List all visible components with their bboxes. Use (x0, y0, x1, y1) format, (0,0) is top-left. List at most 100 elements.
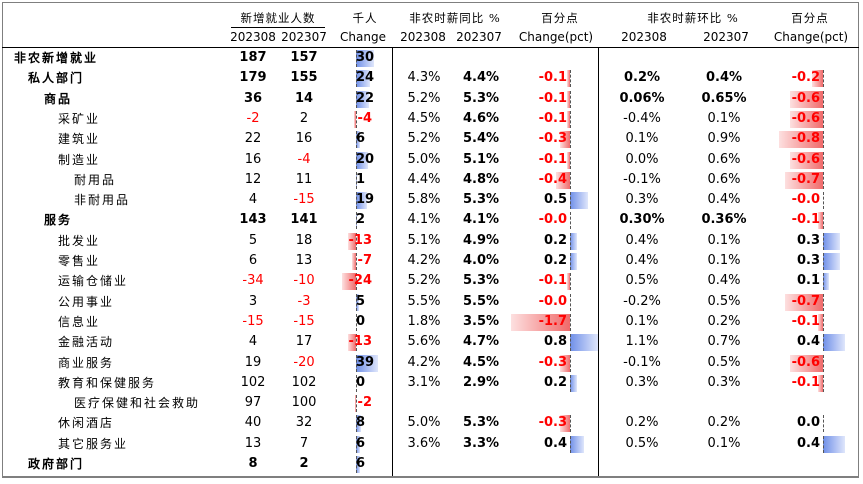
wage-mom-change-axis (823, 131, 824, 149)
wage-yoy-change-axis (570, 212, 571, 230)
jobs-change-bar (356, 70, 371, 88)
wage-yoy-change: -0.3 (538, 131, 567, 147)
jobs-202307: 157 (290, 50, 318, 65)
row-label: 非农新增就业 (14, 51, 99, 65)
wage-yoy-202307: 4.8% (462, 171, 500, 187)
jobs-202307: -4 (297, 151, 311, 167)
wage-yoy-change: -0.1 (538, 70, 567, 86)
jobs-change-bar (351, 253, 356, 270)
wage-mom-change-bar (779, 131, 823, 149)
jobs-202308: 13 (244, 435, 262, 451)
jobs-change: 20 (356, 151, 375, 167)
wage-yoy-202308: 5.2% (407, 273, 441, 289)
wage-mom-change: 0.1 (796, 273, 820, 289)
wage-mom-202307: 0.4% (707, 273, 741, 289)
wage-mom-202307: 0.1% (707, 253, 741, 268)
jobs-202307: 14 (294, 90, 314, 106)
wage-mom-202307: 0.7% (707, 334, 741, 350)
wage-yoy-202308: 4.1% (407, 212, 441, 228)
jobs-202308: -15 (242, 313, 264, 329)
row-label: 政府部门 (28, 457, 85, 471)
wage-mom-change-axis (823, 110, 824, 128)
jobs-change: -13 (348, 334, 373, 350)
wage-yoy-change: -1.7 (538, 313, 567, 329)
jobs-202308: 97 (244, 395, 262, 411)
jobs-change-bar (356, 192, 368, 210)
jobs-202308: 40 (244, 415, 262, 431)
wage-yoy-change: 0.2 (543, 232, 567, 248)
wage-mom-change: -0.1 (791, 212, 820, 228)
wage-mom-change: 0.4 (796, 334, 820, 350)
jobs-202307: -20 (293, 354, 315, 370)
jobs-change: 30 (356, 50, 375, 65)
jobs-202308: -2 (246, 110, 260, 126)
wage-yoy-202307: 5.3% (462, 192, 500, 208)
jobs-202308: 6 (248, 253, 258, 268)
wage-yoy-202307: 4.9% (462, 232, 500, 248)
wage-mom-202308: 0.5% (625, 273, 659, 289)
wage-yoy-202308: 4.4% (407, 171, 441, 187)
jobs-202308: 22 (244, 131, 262, 147)
table-row: 医疗保健和社会救助 97 100 -2 (0, 393, 863, 413)
wage-yoy-202307: 5.5% (462, 293, 500, 309)
jobs-202307: -15 (293, 192, 315, 208)
header-col-mom-change: Change(pct) (773, 30, 849, 44)
wage-yoy-202308: 5.1% (407, 232, 441, 248)
wage-mom-change-axis (823, 90, 824, 108)
wage-mom-change: 0.0 (796, 415, 820, 431)
wage-yoy-change-axis (570, 354, 571, 372)
row-label: 商业服务 (58, 355, 115, 370)
wage-yoy-202308: 4.5% (407, 110, 441, 126)
header-col-mom-202308: 202308 (621, 30, 667, 44)
wage-mom-202307: 0.4% (705, 70, 743, 86)
header-col-mom-202307: 202307 (703, 30, 749, 44)
header-thousand-persons: 千人 (352, 11, 378, 25)
wage-mom-change-bar (823, 435, 845, 453)
wage-yoy-202307: 5.3% (462, 90, 500, 106)
row-label: 服务 (44, 213, 73, 228)
wage-yoy-change-bar (570, 253, 577, 270)
wage-mom-202307: 0.1% (707, 435, 741, 451)
header-col-yoy-202307: 202307 (456, 30, 502, 44)
table-row: 金融活动 4 17 -13 5.6% 4.7% 0.8 1.1% 0.7% 0.4 (0, 332, 863, 352)
wage-yoy-202308: 3.1% (407, 374, 441, 390)
jobs-202308: 4 (248, 334, 258, 350)
table-row: 非农新增就业 187 157 30 (0, 48, 863, 68)
wage-yoy-change-axis (570, 415, 571, 433)
wage-mom-202308 (606, 454, 678, 474)
wage-yoy-change-axis (570, 171, 571, 189)
wage-mom-change-axis (823, 70, 824, 88)
jobs-202307: -15 (293, 313, 315, 329)
jobs-change-axis (356, 212, 357, 230)
wage-mom-change-axis (823, 313, 824, 331)
row-label: 公用事业 (58, 294, 115, 309)
jobs-change: 19 (356, 192, 375, 208)
jobs-change-axis (356, 90, 357, 108)
wage-mom-202308: 0.2% (625, 415, 659, 431)
jobs-change: 0 (356, 313, 366, 329)
wage-yoy-change: -0.0 (538, 212, 567, 228)
header-wage-yoy: 非农时薪同比 % (409, 11, 501, 25)
jobs-202307: 32 (295, 415, 313, 431)
jobs-202307: 17 (295, 334, 313, 350)
jobs-change-bar (356, 151, 368, 169)
wage-yoy-202307 (456, 48, 506, 68)
wage-mom-202308: 1.1% (625, 334, 659, 350)
jobs-change-axis (356, 456, 357, 473)
wage-yoy-change-bar (566, 90, 570, 108)
wage-mom-202307: 0.5% (707, 293, 741, 309)
row-label: 其它服务业 (58, 436, 129, 451)
wage-yoy-change-axis (570, 110, 571, 128)
jobs-202307: 2 (299, 456, 309, 471)
wage-mom-change-bar (817, 374, 823, 392)
wage-yoy-change-axis (570, 435, 571, 453)
jobs-change-axis (356, 354, 357, 372)
jobs-change: 24 (356, 70, 375, 86)
wage-mom-change-bar (790, 110, 823, 128)
wage-mom-change-bar (817, 212, 823, 230)
wage-yoy-202308 (400, 393, 448, 413)
wage-mom-202308: 0.06% (619, 90, 665, 106)
wage-mom-change-bar (817, 313, 823, 331)
jobs-202307: -3 (297, 293, 311, 309)
wage-yoy-202308: 5.2% (407, 131, 441, 147)
